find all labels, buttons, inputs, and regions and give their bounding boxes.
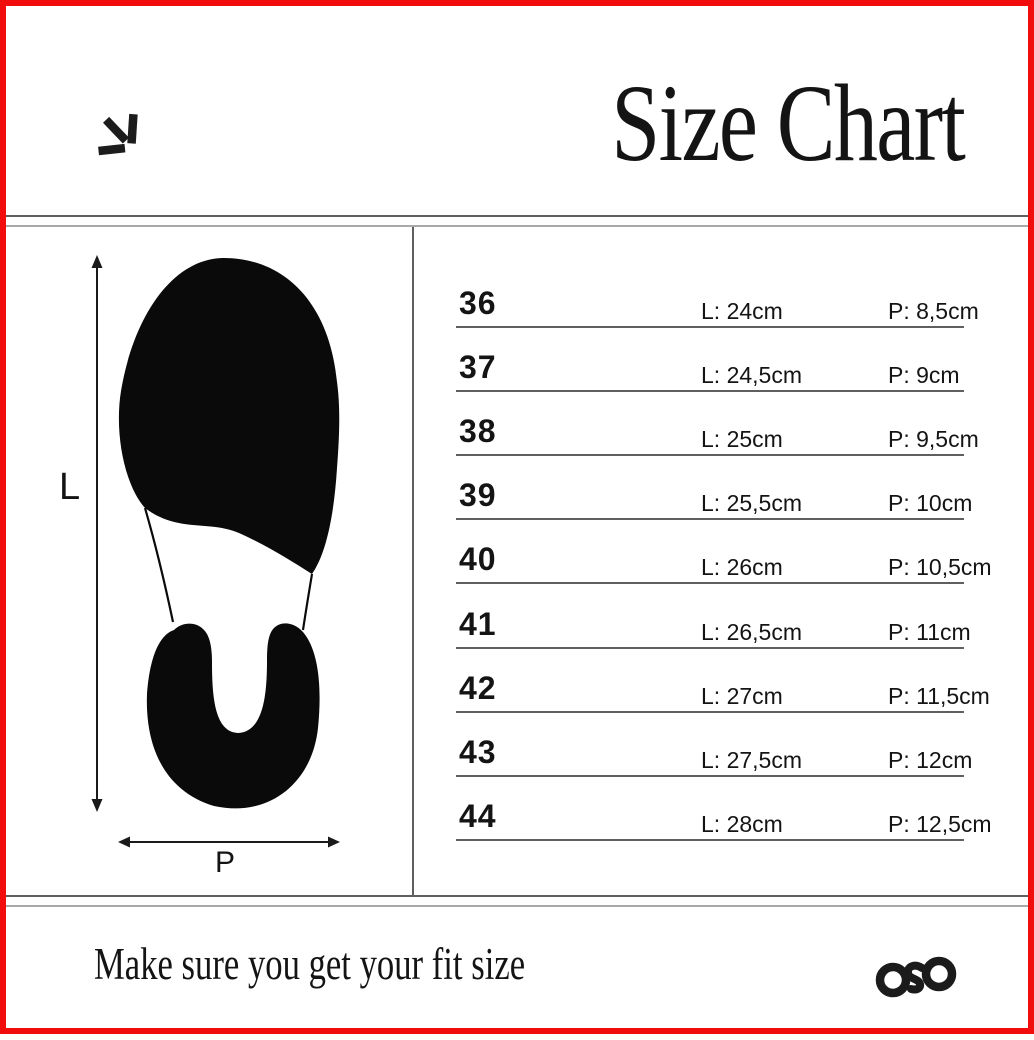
length-value: L: 26,5cm: [701, 618, 802, 645]
vertical-divider: [412, 227, 414, 895]
length-value: L: 24cm: [701, 298, 783, 325]
width-value: P: 10,5cm: [888, 554, 992, 581]
length-value: L: 27,5cm: [701, 746, 802, 773]
width-value: P: 11cm: [888, 618, 971, 645]
length-value: L: 28cm: [701, 810, 783, 837]
size-row-42: 42 L: 27cm P: 11,5cm: [456, 649, 990, 713]
size-value: 40: [459, 541, 497, 578]
size-value: 41: [459, 605, 497, 642]
size-row-43: 43 L: 27,5cm P: 12cm: [456, 713, 972, 777]
width-label: P: [215, 846, 236, 879]
oso-s-glyph: [903, 961, 926, 994]
top-divider-light: [6, 225, 1028, 227]
size-value: 36: [459, 285, 497, 322]
width-value: P: 12cm: [888, 746, 973, 773]
top-divider-dark: [6, 215, 1028, 217]
length-arrow: [91, 255, 103, 812]
size-value: 37: [459, 349, 497, 386]
size-value: 44: [459, 797, 497, 834]
down-right-arrow-mark-icon: [98, 113, 138, 156]
length-value: L: 27cm: [701, 682, 783, 709]
size-value: 42: [459, 669, 497, 706]
arch-outline: [143, 507, 175, 623]
width-value: P: 12,5cm: [888, 810, 992, 837]
size-value: 38: [459, 413, 497, 450]
length-value: L: 24,5cm: [701, 362, 802, 389]
width-value: P: 9,5cm: [888, 426, 979, 453]
width-value: P: 9cm: [888, 362, 960, 389]
length-value: L: 25cm: [701, 426, 783, 453]
size-row-40: 40 L: 26cm P: 10,5cm: [456, 520, 992, 585]
width-value: P: 11,5cm: [888, 682, 990, 709]
width-value: P: 10cm: [888, 490, 973, 517]
length-label: L: [59, 466, 81, 508]
length-value: L: 25,5cm: [701, 490, 802, 517]
size-row-44: 44 L: 28cm P: 12,5cm: [456, 777, 992, 841]
arch-outline: [301, 573, 314, 631]
page-title: Size Chart: [610, 62, 966, 184]
bottom-divider-dark: [6, 895, 1028, 897]
forefoot-shape: [118, 258, 340, 574]
width-value: P: 8,5cm: [888, 298, 979, 325]
length-value: L: 26cm: [701, 554, 783, 581]
bottom-divider-light: [6, 905, 1028, 907]
size-row-38: 38 L: 25cm P: 9,5cm: [456, 392, 979, 457]
size-value: 43: [459, 733, 497, 770]
size-row-37: 37 L: 24,5cm P: 9cm: [456, 328, 964, 393]
size-table: 36 L: 24cm P: 8,5cm 37 L: 24,5cm P: 9cm …: [456, 264, 992, 841]
footer-note: Make sure you get your fit size: [94, 939, 526, 989]
oso-brand-logo: [875, 956, 957, 998]
size-value: 39: [459, 477, 497, 514]
size-row-36: 36 L: 24cm P: 8,5cm: [456, 264, 979, 329]
size-row-41: 41 L: 26,5cm P: 11cm: [456, 584, 971, 649]
heel-shape: [146, 623, 320, 809]
size-row-39: 39 L: 25,5cm P: 10cm: [456, 456, 972, 521]
